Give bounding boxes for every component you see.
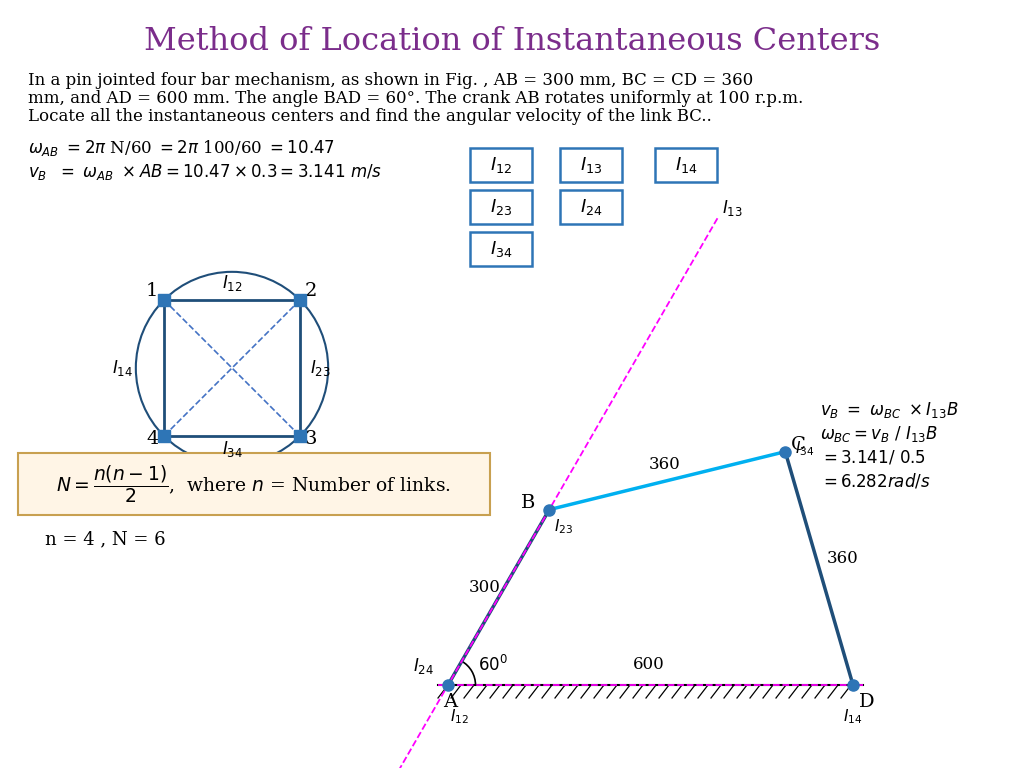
Text: $I_{23}$: $I_{23}$ bbox=[554, 518, 573, 536]
Bar bbox=[470, 232, 532, 266]
Bar bbox=[560, 190, 622, 224]
Text: 2: 2 bbox=[305, 282, 317, 300]
Text: D: D bbox=[859, 693, 874, 711]
Bar bbox=[470, 190, 532, 224]
Text: $I_{23}$: $I_{23}$ bbox=[489, 197, 512, 217]
Bar bbox=[18, 453, 490, 515]
Text: Method of Location of Instantaneous Centers: Method of Location of Instantaneous Cent… bbox=[144, 27, 880, 58]
Text: $v_B\ \ =\ \omega_{AB}\ \times AB = 10.47 \times 0.3 = 3.141\ m/s$: $v_B\ \ =\ \omega_{AB}\ \times AB = 10.4… bbox=[28, 162, 382, 182]
Text: $I_{34}$: $I_{34}$ bbox=[796, 439, 815, 458]
Text: $= 3.141/\ 0.5$: $= 3.141/\ 0.5$ bbox=[820, 448, 926, 466]
Text: $I_{24}$: $I_{24}$ bbox=[413, 656, 434, 676]
Text: $I_{34}$: $I_{34}$ bbox=[221, 439, 243, 459]
Text: 4: 4 bbox=[146, 430, 159, 448]
Text: $N = \dfrac{n(n-1)}{2}$,  where $n$ = Number of links.: $N = \dfrac{n(n-1)}{2}$, where $n$ = Num… bbox=[56, 463, 452, 505]
Text: 360: 360 bbox=[649, 455, 681, 472]
Text: $I_{12}$: $I_{12}$ bbox=[450, 707, 469, 726]
Text: C: C bbox=[792, 435, 806, 454]
Text: $= 6.282rad/s$: $= 6.282rad/s$ bbox=[820, 472, 931, 491]
Text: $I_{14}$: $I_{14}$ bbox=[843, 707, 862, 726]
Text: $I_{13}$: $I_{13}$ bbox=[723, 198, 743, 218]
Text: 360: 360 bbox=[827, 551, 859, 568]
Text: $I_{12}$: $I_{12}$ bbox=[222, 273, 243, 293]
Text: $\omega_{AB}$ $=2\pi$ N/60 $= 2\pi$ 100/60 $=10.47$: $\omega_{AB}$ $=2\pi$ N/60 $= 2\pi$ 100/… bbox=[28, 138, 335, 158]
Text: $\omega_{BC} = v_B\ /\ I_{13}B$: $\omega_{BC} = v_B\ /\ I_{13}B$ bbox=[820, 424, 938, 444]
Text: $I_{23}$: $I_{23}$ bbox=[310, 358, 331, 378]
Text: $I_{34}$: $I_{34}$ bbox=[489, 239, 512, 259]
Text: $v_B\ =\ \omega_{BC}\ \times I_{13}B$: $v_B\ =\ \omega_{BC}\ \times I_{13}B$ bbox=[820, 400, 958, 420]
Text: $60^0$: $60^0$ bbox=[478, 655, 508, 675]
Text: 300: 300 bbox=[469, 579, 501, 596]
Text: Locate all the instantaneous centers and find the angular velocity of the link B: Locate all the instantaneous centers and… bbox=[28, 108, 712, 125]
Text: B: B bbox=[521, 494, 536, 511]
Bar bbox=[470, 148, 532, 182]
Text: $I_{12}$: $I_{12}$ bbox=[489, 155, 512, 175]
Text: A: A bbox=[443, 693, 457, 711]
Text: 600: 600 bbox=[633, 656, 665, 673]
Text: 3: 3 bbox=[305, 430, 317, 448]
Text: $I_{14}$: $I_{14}$ bbox=[675, 155, 697, 175]
Text: $I_{24}$: $I_{24}$ bbox=[580, 197, 602, 217]
Text: 1: 1 bbox=[146, 282, 159, 300]
Bar bbox=[655, 148, 717, 182]
Text: In a pin jointed four bar mechanism, as shown in Fig. , AB = 300 mm, BC = CD = 3: In a pin jointed four bar mechanism, as … bbox=[28, 72, 754, 89]
Text: mm, and AD = 600 mm. The angle BAD = 60°. The crank AB rotates uniformly at 100 : mm, and AD = 600 mm. The angle BAD = 60°… bbox=[28, 90, 803, 107]
Text: $I_{13}$: $I_{13}$ bbox=[580, 155, 602, 175]
Text: n = 4 , N = 6: n = 4 , N = 6 bbox=[45, 530, 166, 548]
Bar bbox=[560, 148, 622, 182]
Text: $I_{14}$: $I_{14}$ bbox=[112, 358, 132, 378]
